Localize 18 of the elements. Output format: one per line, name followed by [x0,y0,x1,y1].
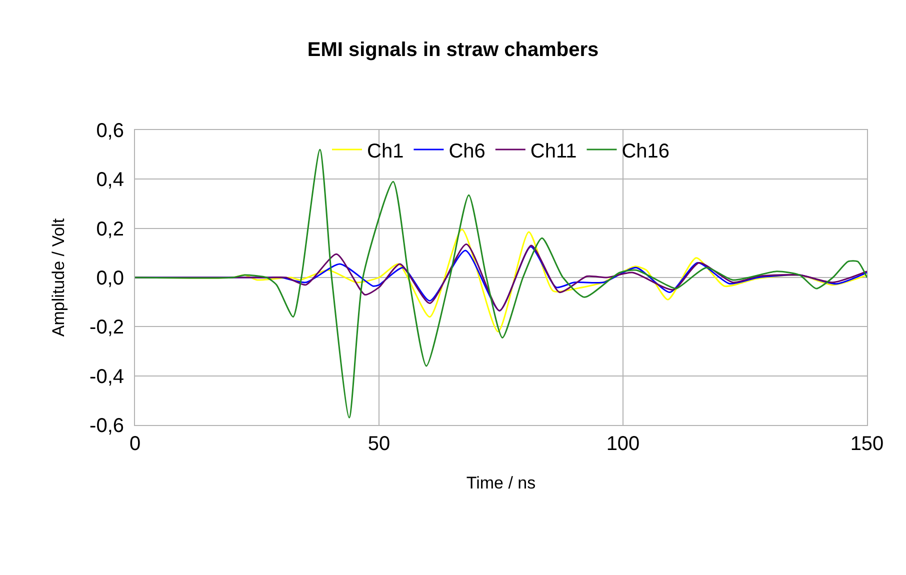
legend-label: Ch11 [530,140,577,162]
legend-label: Ch6 [448,140,486,162]
legend-label: Ch16 [622,140,670,162]
y-tick-label: -0,6 [90,415,124,437]
x-tick-label: 0 [129,433,141,455]
y-tick-label: -0,2 [90,316,124,339]
x-tick-label: 50 [368,433,390,455]
y-tick-label: 0,4 [96,169,124,192]
y-axis-title: Amplitude / Volt [49,218,68,337]
x-tick-label: 150 [850,433,884,455]
y-tick-label: 0,6 [96,120,124,142]
x-tick-label: 100 [606,433,640,455]
legend-label: Ch1 [367,140,404,162]
chart-title: EMI signals in straw chambers [307,38,599,61]
y-tick-label: 0,0 [96,268,124,290]
y-tick-label: 0,2 [96,218,124,240]
y-tick-label: -0,4 [90,366,124,388]
x-axis-title: Time / ns [466,473,536,492]
